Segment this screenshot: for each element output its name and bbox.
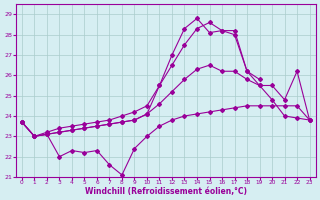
X-axis label: Windchill (Refroidissement éolien,°C): Windchill (Refroidissement éolien,°C): [85, 187, 247, 196]
